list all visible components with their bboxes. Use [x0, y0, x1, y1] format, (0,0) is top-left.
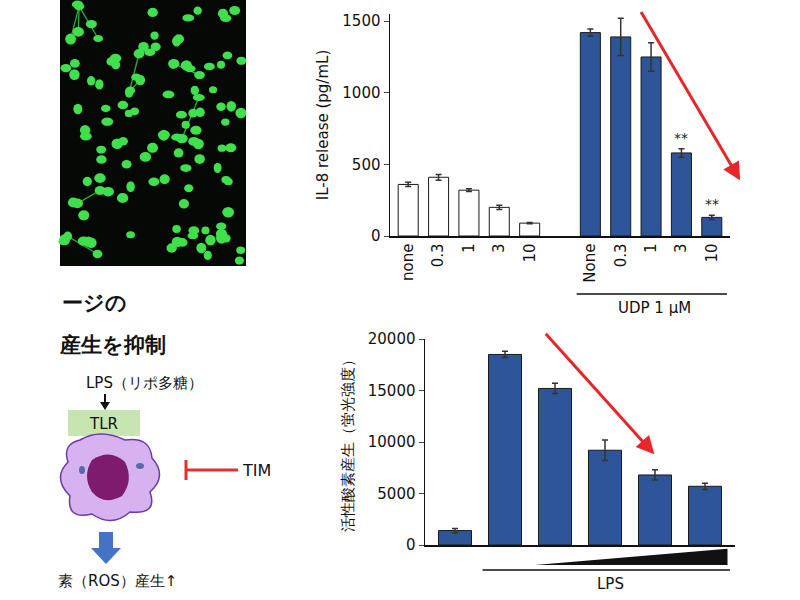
svg-text:1: 1	[642, 244, 660, 254]
svg-text:**: **	[705, 196, 719, 212]
svg-text:10000: 10000	[368, 433, 416, 451]
svg-text:15000: 15000	[368, 382, 416, 400]
svg-text:LPS: LPS	[597, 575, 624, 593]
svg-text:10: 10	[521, 244, 539, 263]
svg-text:1000: 1000	[342, 84, 380, 102]
svg-text:3: 3	[490, 244, 508, 254]
svg-text:20000: 20000	[368, 330, 416, 348]
svg-text:0.3: 0.3	[612, 244, 630, 268]
svg-text:1: 1	[460, 244, 478, 254]
svg-text:IL-8 release (pg/mL): IL-8 release (pg/mL)	[314, 50, 332, 200]
svg-text:TLR: TLR	[89, 415, 118, 433]
svg-text:素（ROS）産生↑: 素（ROS）産生↑	[58, 572, 177, 590]
svg-text:3: 3	[672, 244, 690, 254]
svg-text:TIM: TIM	[242, 461, 271, 480]
svg-text:産生を抑制: 産生を抑制	[59, 333, 166, 357]
svg-text:0: 0	[406, 536, 416, 554]
svg-text:活性酸素産生（蛍光強度）: 活性酸素産生（蛍光強度）	[339, 352, 357, 532]
svg-text:**: **	[674, 130, 688, 146]
svg-text:none: none	[399, 244, 417, 281]
svg-text:LPS（リポ多糖）: LPS（リポ多糖）	[86, 374, 203, 392]
svg-text:UDP 1 μM: UDP 1 μM	[618, 299, 691, 317]
svg-text:10: 10	[703, 244, 721, 263]
svg-text:500: 500	[352, 156, 381, 174]
svg-text:0: 0	[371, 227, 381, 245]
svg-text:ージの: ージの	[62, 291, 127, 315]
svg-text:5000: 5000	[377, 485, 415, 503]
svg-text:None: None	[581, 244, 599, 283]
svg-text:0.3: 0.3	[429, 244, 447, 268]
svg-text:1500: 1500	[342, 12, 380, 30]
